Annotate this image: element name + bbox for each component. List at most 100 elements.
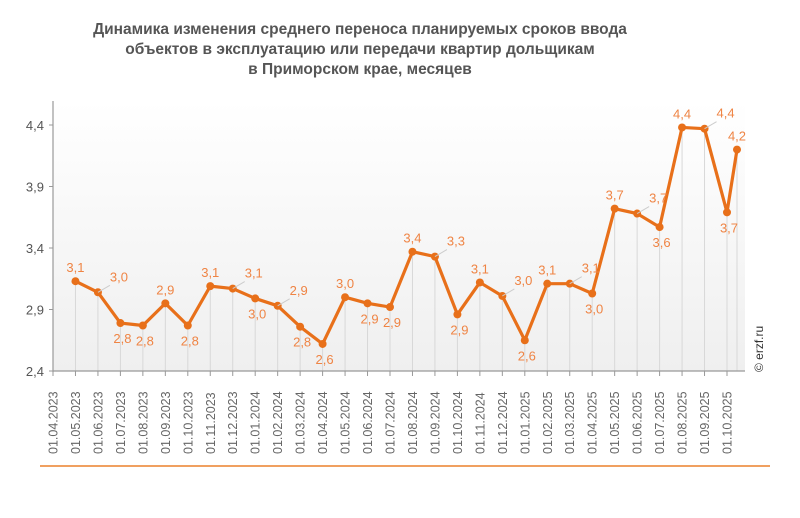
y-tick-label: 2,4 — [26, 364, 44, 379]
data-point — [363, 299, 372, 308]
data-point — [543, 279, 552, 288]
data-point — [655, 223, 664, 232]
label-leader — [636, 206, 650, 214]
title-line-3: в Приморском крае, месяцев — [248, 61, 472, 78]
data-label: 3,7 — [649, 191, 667, 206]
x-tick-label: 01.11.2023 — [204, 392, 218, 454]
data-point — [296, 322, 305, 331]
data-label: 2,9 — [290, 283, 308, 298]
label-leader — [502, 288, 515, 297]
chart-title: Динамика изменения среднего переноса пла… — [60, 20, 660, 80]
y-tick-label: 2,9 — [26, 303, 44, 318]
data-label: 2,9 — [450, 322, 468, 337]
data-point — [71, 277, 80, 286]
data-label: 2,9 — [156, 282, 174, 297]
x-tick-label: 01.09.2023 — [159, 391, 173, 454]
x-tick-label: 01.03.2025 — [563, 391, 577, 454]
x-tick-label: 01.09.2024 — [428, 391, 442, 454]
plot-area — [53, 101, 745, 371]
x-tick-label: 01.05.2024 — [339, 391, 353, 454]
data-point — [733, 145, 741, 154]
data-label: 2,8 — [136, 333, 154, 348]
x-tick-label: 01.07.2024 — [384, 391, 398, 454]
x-tick-label: 01.09.2025 — [698, 391, 712, 454]
data-point — [341, 293, 350, 302]
data-label: 3,1 — [538, 263, 556, 278]
data-label: 3,0 — [248, 306, 266, 321]
x-tick-label: 01.10.2024 — [451, 391, 465, 454]
data-point — [206, 282, 215, 291]
data-point — [475, 278, 484, 287]
y-tick-label: 3,4 — [26, 241, 44, 256]
data-label: 3,0 — [585, 302, 603, 317]
data-point — [161, 299, 170, 308]
data-point — [610, 204, 619, 213]
data-point — [453, 310, 462, 319]
data-label: 2,9 — [383, 315, 401, 330]
data-point — [251, 294, 260, 303]
data-point — [138, 321, 147, 330]
x-tick-label: 01.02.2024 — [271, 391, 285, 454]
x-tick-label: 01.08.2025 — [676, 391, 690, 454]
data-label: 2,9 — [360, 311, 378, 326]
title-line-1: Динамика изменения среднего переноса пла… — [93, 21, 627, 38]
x-tick-label: 01.03.2024 — [294, 391, 308, 454]
x-tick-label: 01.10.2025 — [721, 391, 735, 454]
x-tick-label: 01.08.2023 — [136, 391, 150, 454]
data-label: 3,7 — [606, 188, 624, 203]
data-label: 3,4 — [403, 231, 421, 246]
x-tick-label: 01.06.2023 — [91, 391, 105, 454]
data-label: 2,8 — [293, 335, 311, 350]
data-label: 3,6 — [653, 235, 671, 250]
data-label: 3,0 — [514, 273, 532, 288]
data-label: 3,1 — [471, 261, 489, 276]
title-line-2: объектов в эксплуатацию или передачи ква… — [125, 41, 595, 58]
data-label: 3,7 — [720, 220, 738, 235]
x-tick-label: 01.05.2025 — [608, 391, 622, 454]
data-label: 2,6 — [518, 348, 536, 363]
data-point — [520, 336, 529, 345]
data-point — [318, 339, 327, 348]
data-label: 3,1 — [66, 260, 84, 275]
data-label: 3,1 — [201, 265, 219, 280]
data-label: 2,8 — [181, 333, 199, 348]
x-tick-label: 01.02.2025 — [541, 391, 555, 454]
x-tick-label: 01.07.2025 — [653, 391, 667, 454]
data-label: 3,0 — [336, 276, 354, 291]
label-leader — [232, 281, 245, 290]
data-label: 3,0 — [110, 269, 128, 284]
data-label: 4,4 — [717, 106, 735, 121]
data-label: 3,1 — [245, 266, 263, 281]
y-tick-label: 3,9 — [26, 180, 44, 195]
x-tick-label: 01.06.2025 — [631, 391, 645, 454]
x-tick-label: 01.12.2024 — [496, 391, 510, 454]
label-leader — [569, 276, 582, 285]
label-leader — [277, 298, 290, 307]
data-label: 4,4 — [673, 106, 691, 121]
data-point — [408, 247, 417, 256]
x-tick-label: 01.04.2024 — [316, 391, 330, 454]
data-point — [386, 303, 394, 312]
label-leader — [434, 249, 448, 258]
x-tick-label: 01.06.2024 — [361, 391, 375, 454]
data-point — [588, 289, 597, 298]
watermark: © erzf.ru — [752, 326, 766, 372]
x-tick-label: 01.04.2025 — [586, 391, 600, 454]
y-tick-label: 4,4 — [26, 118, 44, 133]
data-label: 2,8 — [113, 331, 131, 346]
data-point — [183, 321, 192, 330]
x-tick-label: 01.04.2023 — [47, 391, 61, 454]
x-tick-label: 01.01.2024 — [249, 391, 263, 454]
x-tick-label: 01.01.2025 — [518, 391, 532, 454]
label-leader — [704, 121, 717, 130]
data-label: 2,6 — [316, 352, 334, 367]
data-point — [723, 208, 731, 217]
x-tick-label: 01.05.2023 — [69, 391, 83, 454]
data-label: 3,1 — [582, 261, 600, 276]
x-tick-label: 01.10.2023 — [181, 391, 195, 454]
x-tick-label: 01.11.2024 — [473, 392, 487, 454]
data-point — [116, 319, 125, 328]
x-tick-label: 01.07.2023 — [114, 391, 128, 454]
data-label: 4,2 — [728, 129, 746, 144]
